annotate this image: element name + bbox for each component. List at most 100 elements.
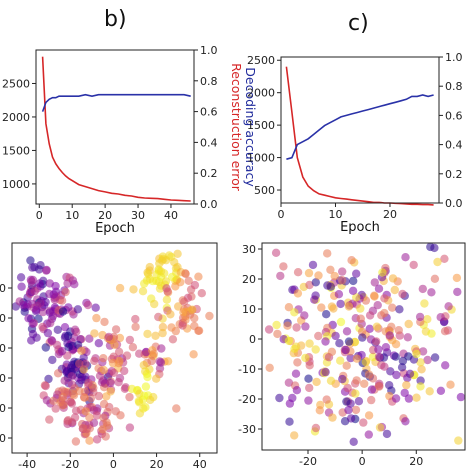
x-tick-label: 0 (36, 209, 43, 222)
chart-b-scatter: -40 -20 0 20 40 -30 -20 -10 0 10 20 (0, 242, 218, 471)
scatter-point (161, 277, 171, 286)
y-left-tick-label: 2500 (2, 77, 30, 90)
x-tick-label: 20 (150, 458, 164, 471)
scatter-point (308, 260, 318, 270)
scatter-point (327, 302, 337, 311)
scatter-point (173, 249, 182, 258)
scatter-point (349, 276, 358, 286)
scatter-point (116, 411, 125, 420)
scatter-point (391, 352, 400, 361)
scatter-point (378, 268, 387, 277)
scatter-point (416, 382, 425, 391)
scatter-point (68, 276, 78, 285)
scatter-point (57, 296, 67, 305)
scatter-point (94, 339, 104, 348)
scatter-point (292, 386, 302, 395)
reconstruction-error-line (285, 66, 434, 206)
y-right-tick-label: 0.0 (200, 198, 218, 211)
scatter-point (184, 276, 193, 285)
scatter-point (382, 429, 392, 439)
scatter-point (53, 325, 62, 334)
scatter-point (115, 283, 125, 293)
scatter-point (349, 437, 358, 446)
scatter-point (356, 314, 365, 323)
scatter-point (154, 312, 163, 322)
scatter-point (156, 267, 166, 276)
scatter-point (99, 413, 108, 422)
scatter-point (430, 243, 439, 253)
scatter-point (358, 333, 367, 342)
scatter-point (367, 395, 376, 405)
x-tick-label: 10 (328, 208, 342, 221)
plot-frame (280, 56, 440, 204)
scatter-point (327, 347, 337, 356)
y-right-tick-label: 0.2 (200, 167, 218, 180)
scatter-point (380, 294, 389, 303)
scatter-point (273, 329, 282, 339)
scatter-point (380, 308, 389, 318)
y-tick-label: -30 (0, 432, 6, 445)
x-tick-label: 10 (65, 209, 79, 222)
scatter-point (64, 342, 73, 352)
scatter-point (58, 392, 67, 402)
scatter-point (425, 387, 434, 396)
y-right-tick-label: 1.0 (445, 51, 463, 64)
y-tick-label: -10 (238, 363, 256, 376)
scatter-point (440, 327, 450, 336)
scatter-point (433, 257, 442, 267)
scatter-point (92, 435, 102, 444)
scatter-point (436, 313, 445, 322)
scatter-point (78, 424, 88, 433)
scatter-point (375, 382, 384, 391)
scatter-point (283, 321, 292, 330)
x-tick-label: -40 (18, 458, 36, 471)
scatter-point (342, 397, 351, 406)
scatter-point (284, 336, 294, 346)
y-left-tick-label: 2000 (247, 87, 275, 100)
scatter-point (176, 278, 185, 287)
scatter-point (293, 289, 303, 298)
decoding-accuracy-line (41, 93, 191, 112)
scatter-point (114, 347, 124, 356)
scatter-point (89, 387, 98, 397)
scatter-point (51, 404, 60, 413)
scatter-point (354, 397, 364, 406)
scatter-point (367, 385, 377, 394)
scatter-point (305, 339, 314, 348)
scatter-point (352, 293, 361, 302)
scatter-point (430, 353, 440, 362)
scatter-point (279, 262, 288, 271)
scatter-point (205, 311, 214, 321)
scatter-point (453, 287, 462, 297)
scatter-point (70, 325, 80, 334)
scatter-point (97, 378, 107, 387)
scatter-point (361, 296, 371, 305)
scatter-point (45, 415, 54, 424)
scatter-point (412, 349, 421, 359)
scatter-point (420, 299, 429, 308)
scatter-point (374, 352, 384, 362)
x-tick-label: 40 (164, 209, 178, 222)
scatter-point (372, 337, 381, 346)
x-tick-label: 20 (98, 209, 112, 222)
scatter-point (336, 299, 345, 309)
scatter-point (373, 301, 382, 310)
scatter-point (356, 304, 365, 313)
scatter-point (109, 368, 119, 377)
y-right-tick-label: 0.6 (445, 109, 463, 122)
scatter-point (388, 274, 398, 283)
scatter-point (415, 312, 425, 322)
scatter-point (397, 363, 407, 372)
scatter-point (341, 345, 350, 355)
x-tick-label: 0 (278, 208, 285, 221)
scatter-point (19, 300, 28, 310)
scatter-point (100, 317, 109, 327)
scatter-point (344, 405, 353, 415)
scatter-point (304, 374, 313, 383)
scatter-point (398, 356, 408, 366)
scatter-point (417, 365, 426, 374)
scatter-point (293, 268, 303, 277)
scatter-point (141, 382, 151, 391)
scatter-point (63, 416, 73, 425)
